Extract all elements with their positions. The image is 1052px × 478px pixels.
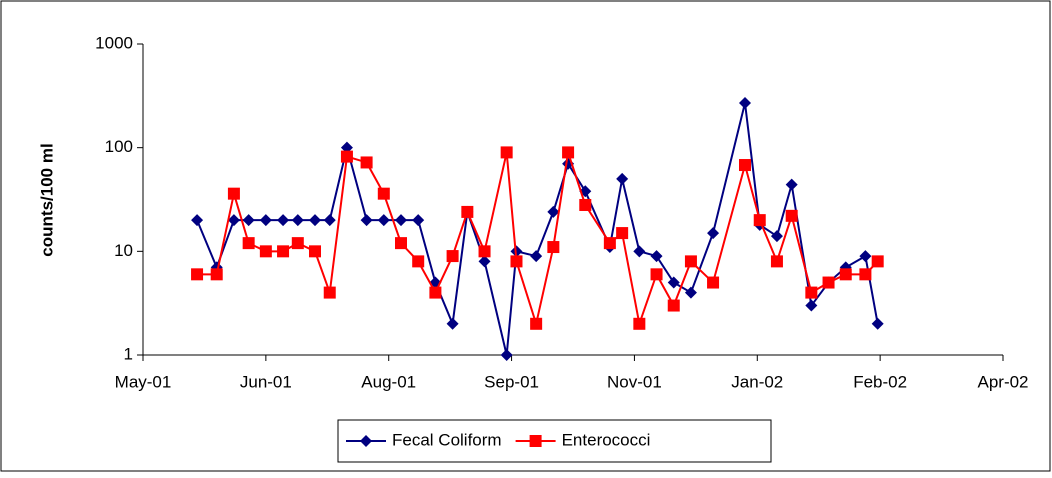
marker <box>412 214 425 227</box>
marker <box>446 250 459 263</box>
marker <box>510 255 523 268</box>
marker <box>242 214 255 227</box>
marker <box>739 96 751 109</box>
marker <box>707 276 720 289</box>
marker <box>191 214 204 227</box>
marker <box>500 146 513 159</box>
marker <box>805 286 818 299</box>
marker <box>291 237 304 250</box>
x-tick-label: May-01 <box>115 372 172 391</box>
marker <box>227 187 240 200</box>
marker <box>446 317 459 330</box>
marker <box>822 276 835 289</box>
marker <box>360 214 373 227</box>
legend-label: Fecal Coliform <box>392 430 502 449</box>
marker <box>650 250 663 263</box>
marker <box>707 227 720 240</box>
marker <box>291 214 304 227</box>
legend-marker <box>529 435 542 447</box>
marker <box>785 209 798 222</box>
marker <box>412 255 425 268</box>
marker <box>871 317 884 330</box>
marker <box>547 241 560 254</box>
marker <box>259 214 272 227</box>
marker <box>871 255 884 268</box>
marker <box>805 299 818 312</box>
x-tick-label: Jun-01 <box>240 372 292 391</box>
marker <box>210 268 223 281</box>
marker <box>323 286 336 299</box>
marker <box>684 255 697 268</box>
x-tick-label: Sep-01 <box>484 372 539 391</box>
x-tick-label: Nov-01 <box>607 372 662 391</box>
marker <box>377 187 390 200</box>
marker <box>478 245 491 258</box>
marker <box>603 237 616 250</box>
marker <box>667 276 680 289</box>
y-tick-label: 100 <box>105 137 133 156</box>
legend-label: Enterococci <box>562 430 651 449</box>
series-line <box>197 152 879 328</box>
marker <box>360 156 373 169</box>
marker <box>650 268 663 281</box>
marker <box>785 178 798 191</box>
marker <box>739 159 751 172</box>
marker <box>547 205 560 218</box>
x-tick-label: Aug-01 <box>361 372 416 391</box>
marker <box>340 150 353 163</box>
marker <box>478 255 491 268</box>
marker <box>616 172 629 185</box>
marker <box>770 230 783 243</box>
marker <box>839 268 852 281</box>
marker <box>859 268 872 281</box>
marker <box>500 349 513 361</box>
marker <box>667 299 680 312</box>
marker <box>395 214 407 227</box>
marker <box>579 198 592 211</box>
y-tick-label: 1 <box>124 344 133 363</box>
marker <box>530 317 543 330</box>
y-tick-label: 1000 <box>95 33 133 52</box>
marker <box>461 205 474 218</box>
marker <box>309 214 321 227</box>
marker <box>227 214 240 227</box>
marker <box>429 286 442 299</box>
marker <box>684 286 697 299</box>
marker <box>530 250 543 263</box>
x-tick-label: Apr-02 <box>977 372 1028 391</box>
y-tick-label: 10 <box>114 241 133 260</box>
marker <box>633 317 646 330</box>
marker <box>277 214 290 227</box>
marker <box>395 237 407 250</box>
marker <box>859 250 872 263</box>
series-line <box>196 102 879 356</box>
marker <box>191 268 204 281</box>
marker <box>377 214 390 227</box>
marker <box>562 146 575 159</box>
marker <box>753 214 766 227</box>
marker <box>770 255 783 268</box>
x-tick-label: Feb-02 <box>853 372 907 391</box>
marker <box>323 214 336 227</box>
marker <box>616 227 629 240</box>
marker <box>242 237 255 250</box>
marker <box>309 245 321 258</box>
legend-marker <box>360 435 372 447</box>
marker <box>277 245 290 258</box>
x-tick-label: Jan-02 <box>731 372 783 391</box>
y-axis-label: counts/100 ml <box>37 143 56 256</box>
marker <box>259 245 272 258</box>
marker <box>633 245 646 258</box>
